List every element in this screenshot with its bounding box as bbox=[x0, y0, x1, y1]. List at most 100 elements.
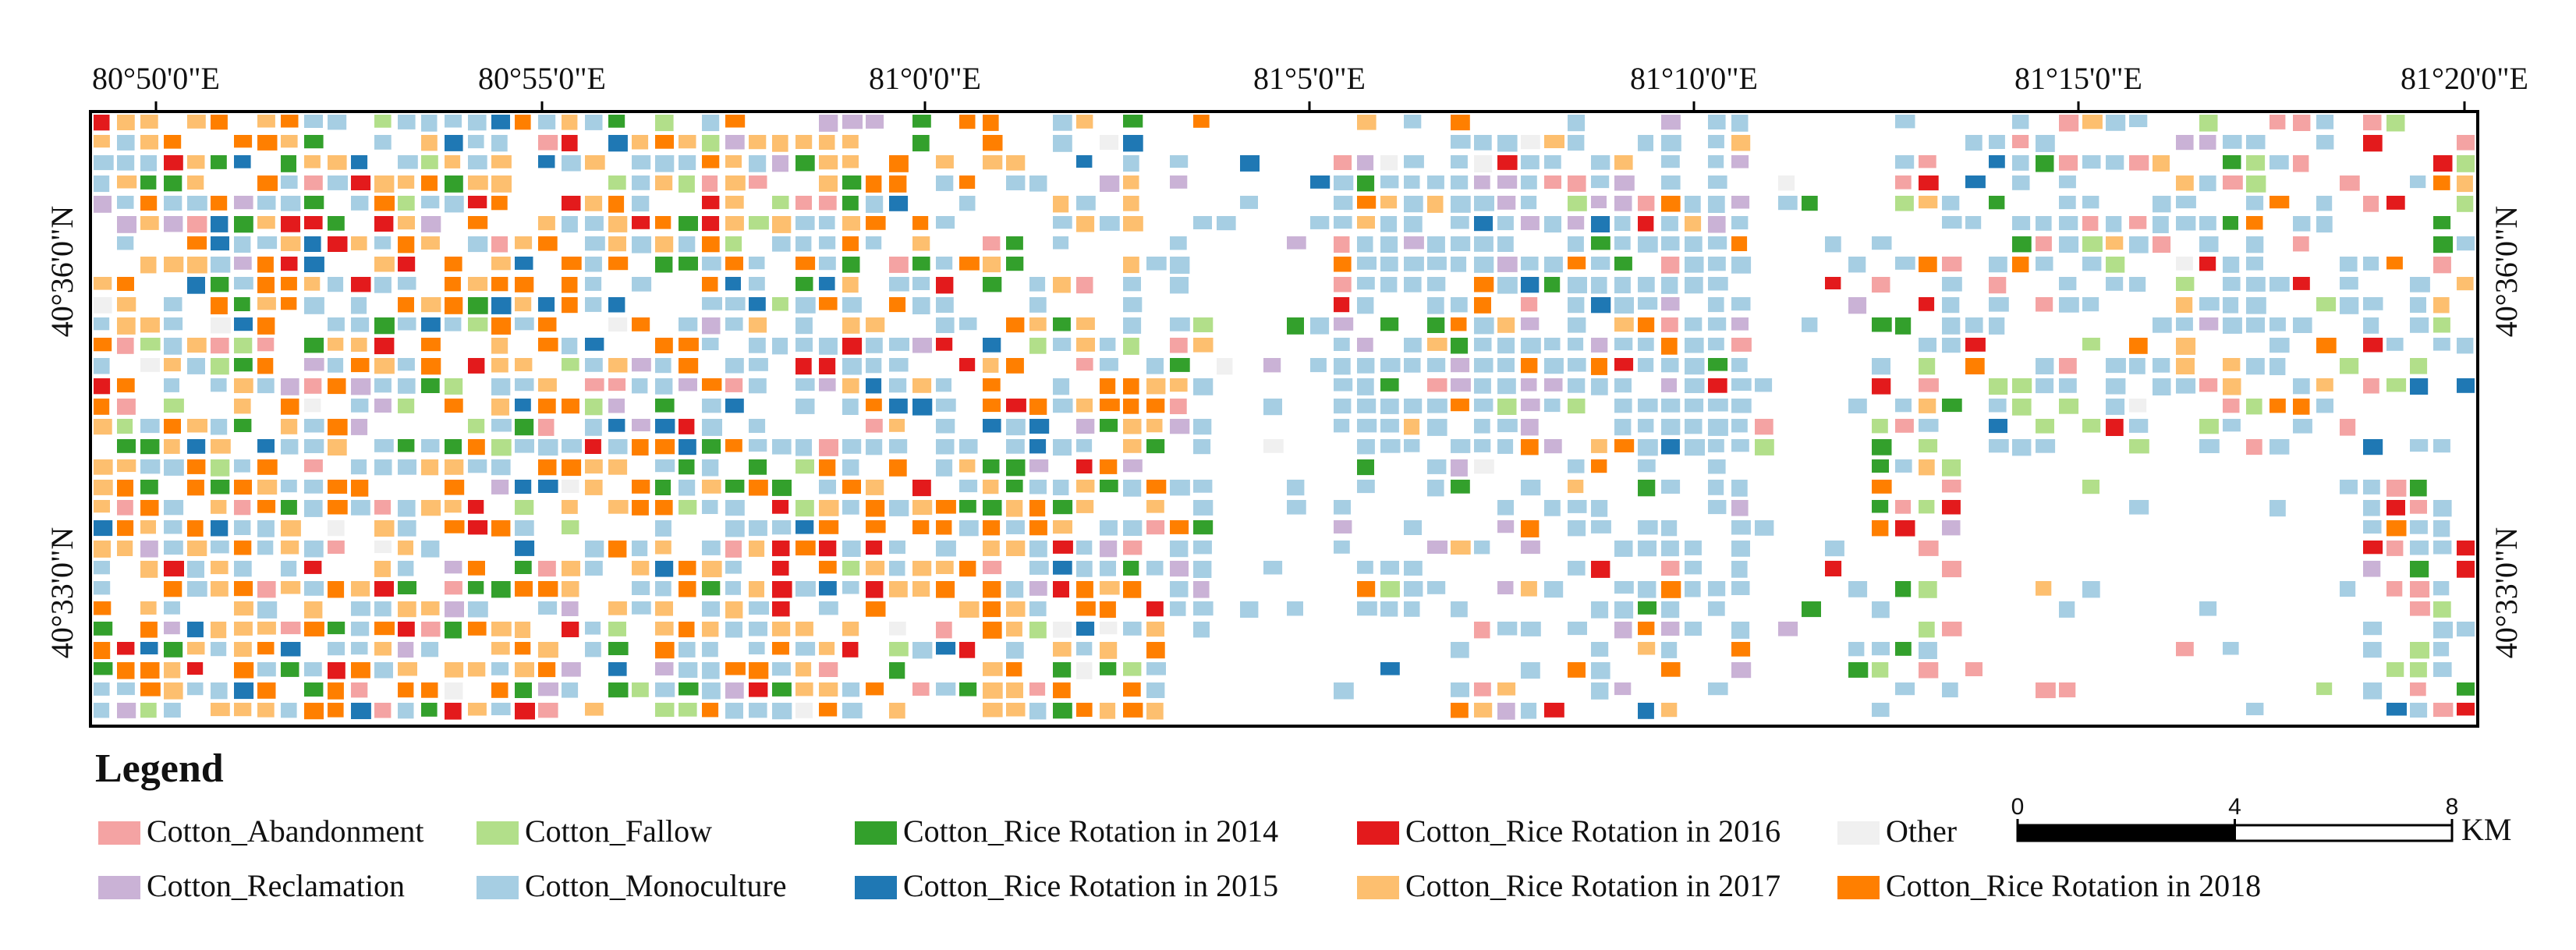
field-parcel bbox=[421, 236, 440, 250]
field-parcel bbox=[866, 378, 882, 394]
field-parcel bbox=[1544, 439, 1562, 454]
field-parcel bbox=[2223, 419, 2241, 432]
field-parcel bbox=[1380, 419, 1399, 433]
field-parcel bbox=[632, 601, 651, 615]
field-parcel bbox=[912, 135, 930, 152]
field-parcel bbox=[1451, 358, 1470, 373]
field-parcel bbox=[1568, 135, 1585, 151]
field-parcel bbox=[795, 520, 814, 534]
field-parcel bbox=[140, 358, 161, 372]
field-parcel bbox=[1521, 399, 1540, 412]
field-parcel bbox=[1638, 358, 1654, 372]
field-parcel bbox=[2363, 500, 2380, 516]
field-parcel bbox=[2410, 520, 2428, 534]
field-parcel bbox=[866, 399, 882, 412]
field-parcel bbox=[679, 358, 699, 374]
field-parcel bbox=[1591, 257, 1610, 270]
field-parcel bbox=[632, 581, 650, 595]
field-parcel bbox=[491, 257, 511, 271]
field-parcel bbox=[749, 622, 767, 636]
field-parcel bbox=[374, 662, 393, 679]
field-parcel bbox=[1427, 257, 1447, 271]
field-parcel bbox=[725, 236, 742, 252]
field-parcel bbox=[374, 622, 395, 636]
field-parcel bbox=[1685, 196, 1701, 213]
field-parcel bbox=[702, 642, 718, 658]
field-parcel bbox=[1497, 682, 1516, 696]
field-parcel bbox=[351, 642, 368, 655]
field-parcel bbox=[515, 317, 534, 331]
field-parcel bbox=[1497, 338, 1515, 354]
field-parcel bbox=[2457, 196, 2474, 212]
field-parcel bbox=[2293, 317, 2312, 333]
field-parcel bbox=[936, 419, 955, 434]
field-parcel bbox=[1357, 399, 1377, 413]
field-parcel bbox=[1872, 520, 1889, 537]
field-parcel bbox=[1661, 175, 1681, 190]
field-parcel bbox=[1474, 399, 1494, 412]
field-parcel bbox=[304, 378, 322, 394]
field-parcel bbox=[1146, 500, 1164, 513]
field-parcel bbox=[1708, 682, 1728, 696]
field-parcel bbox=[1170, 601, 1186, 616]
field-parcel bbox=[1006, 662, 1022, 677]
field-parcel bbox=[842, 115, 863, 129]
field-parcel bbox=[164, 399, 184, 413]
field-parcel bbox=[749, 317, 767, 333]
field-parcel bbox=[795, 155, 815, 172]
field-parcel bbox=[398, 561, 414, 576]
field-parcel bbox=[491, 419, 512, 432]
field-parcel bbox=[842, 541, 861, 557]
field-parcel bbox=[632, 419, 650, 431]
field-parcel bbox=[585, 338, 604, 351]
field-parcel bbox=[889, 399, 908, 414]
field-parcel bbox=[1100, 419, 1118, 432]
field-parcel bbox=[1591, 196, 1607, 208]
field-parcel bbox=[2176, 642, 2194, 657]
field-parcel bbox=[702, 662, 720, 679]
field-parcel bbox=[117, 115, 135, 130]
field-parcel bbox=[1638, 297, 1658, 310]
field-parcel bbox=[1123, 135, 1143, 152]
field-parcel bbox=[1100, 601, 1116, 619]
field-parcel bbox=[632, 216, 650, 229]
field-parcel bbox=[1334, 682, 1354, 700]
field-parcel bbox=[1614, 682, 1632, 696]
field-parcel bbox=[795, 703, 813, 718]
field-parcel bbox=[1334, 297, 1350, 313]
field-parcel bbox=[866, 682, 884, 696]
field-parcel bbox=[1638, 216, 1654, 232]
field-parcel bbox=[1848, 297, 1867, 314]
field-parcel bbox=[959, 115, 976, 129]
field-parcel bbox=[889, 175, 907, 193]
field-parcel bbox=[2246, 358, 2265, 375]
field-parcel bbox=[1123, 297, 1143, 313]
field-parcel bbox=[1965, 175, 1986, 189]
field-parcel bbox=[538, 115, 556, 129]
field-parcel bbox=[1568, 297, 1585, 314]
field-parcel bbox=[94, 358, 110, 374]
field-parcel bbox=[772, 622, 791, 636]
field-parcel bbox=[585, 703, 604, 716]
field-parcel bbox=[2012, 257, 2029, 273]
field-parcel bbox=[1731, 196, 1750, 209]
field-parcel bbox=[281, 216, 300, 232]
field-parcel bbox=[491, 135, 508, 152]
field-parcel bbox=[398, 500, 416, 517]
field-parcel bbox=[1708, 317, 1727, 331]
field-parcel bbox=[562, 115, 578, 130]
field-parcel bbox=[819, 561, 837, 574]
field-parcel bbox=[1357, 480, 1375, 494]
field-parcel bbox=[1029, 419, 1050, 434]
field-parcel bbox=[1708, 500, 1727, 515]
field-parcel bbox=[445, 622, 462, 639]
field-parcel bbox=[1380, 236, 1398, 253]
field-parcel bbox=[562, 439, 582, 453]
field-parcel bbox=[1895, 520, 1915, 537]
field-parcel bbox=[1310, 317, 1330, 335]
field-parcel bbox=[211, 581, 229, 597]
field-parcel bbox=[328, 358, 344, 373]
field-parcel bbox=[585, 236, 605, 251]
field-parcel bbox=[187, 541, 207, 556]
